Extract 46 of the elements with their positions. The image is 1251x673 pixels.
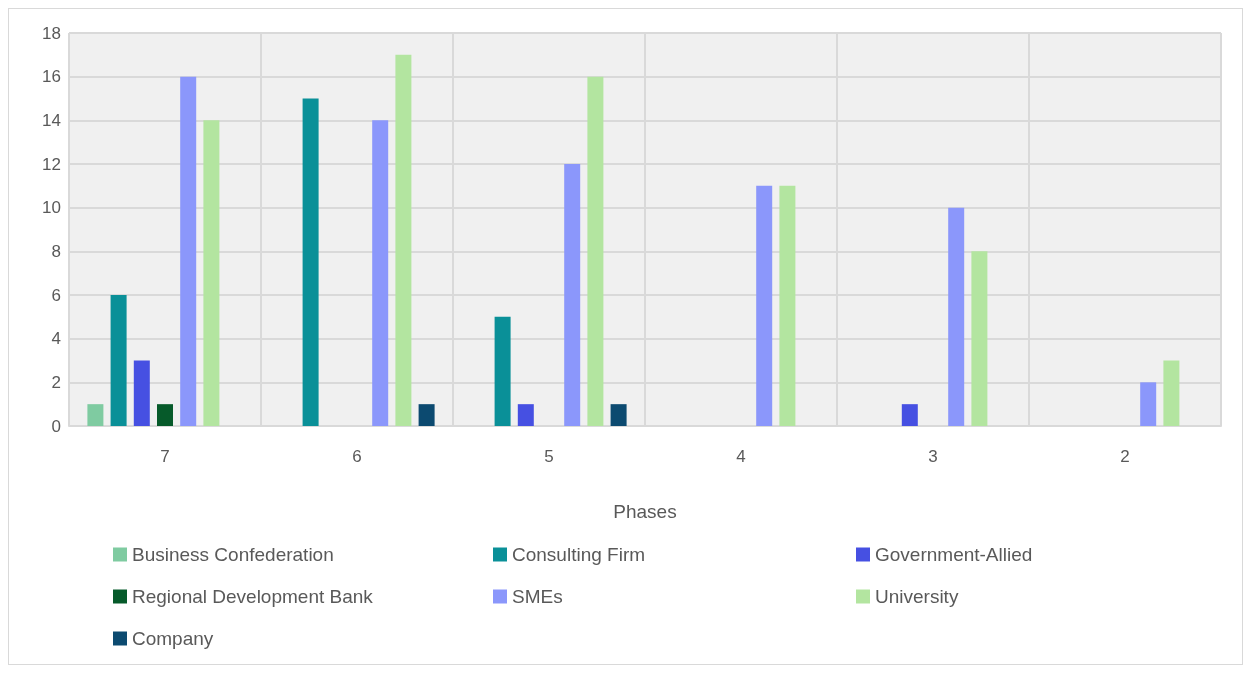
x-tick-label: 3 bbox=[928, 447, 938, 466]
bar bbox=[587, 76, 604, 426]
x-tick-label: 4 bbox=[736, 447, 746, 466]
bar bbox=[517, 404, 534, 426]
bar bbox=[372, 120, 389, 426]
bar bbox=[756, 185, 773, 426]
y-tick-label: 14 bbox=[42, 110, 61, 130]
bar bbox=[418, 404, 435, 426]
y-tick-label: 0 bbox=[51, 416, 61, 436]
bar bbox=[1163, 360, 1180, 426]
bar bbox=[110, 295, 127, 426]
bar bbox=[901, 404, 918, 426]
bar bbox=[87, 404, 104, 426]
bar bbox=[779, 185, 796, 426]
y-tick-label: 10 bbox=[42, 198, 61, 218]
bar bbox=[971, 251, 988, 426]
legend-label: Consulting Firm bbox=[512, 544, 646, 565]
legend-label: Business Confederation bbox=[132, 544, 334, 565]
bar bbox=[948, 207, 965, 426]
bar bbox=[494, 316, 511, 426]
y-tick-label: 8 bbox=[51, 241, 61, 261]
legend-label: SMEs bbox=[512, 586, 563, 607]
x-tick-label: 2 bbox=[1120, 447, 1130, 466]
y-tick-label: 2 bbox=[51, 372, 61, 392]
bar bbox=[203, 120, 220, 426]
bar bbox=[133, 360, 150, 426]
bar bbox=[395, 54, 412, 426]
x-tick-label: 6 bbox=[352, 447, 362, 466]
y-tick-label: 6 bbox=[51, 285, 61, 305]
bar bbox=[610, 404, 627, 426]
legend-label: University bbox=[875, 586, 959, 607]
y-tick-label: 16 bbox=[42, 67, 61, 87]
legend-label: Company bbox=[132, 628, 214, 649]
x-tick-label: 7 bbox=[160, 447, 170, 466]
legend-label: Regional Development Bank bbox=[132, 586, 374, 607]
bar bbox=[564, 164, 581, 426]
y-tick-label: 12 bbox=[42, 154, 61, 174]
bar bbox=[180, 76, 197, 426]
y-tick-label: 18 bbox=[42, 23, 61, 43]
bar bbox=[157, 404, 173, 426]
bar bbox=[1140, 382, 1157, 426]
x-tick-label: 5 bbox=[544, 447, 554, 466]
legend-label: Government-Allied bbox=[875, 544, 1033, 565]
bar bbox=[302, 98, 319, 426]
y-tick-label: 4 bbox=[51, 329, 61, 349]
x-axis-title: Phases bbox=[613, 501, 677, 522]
